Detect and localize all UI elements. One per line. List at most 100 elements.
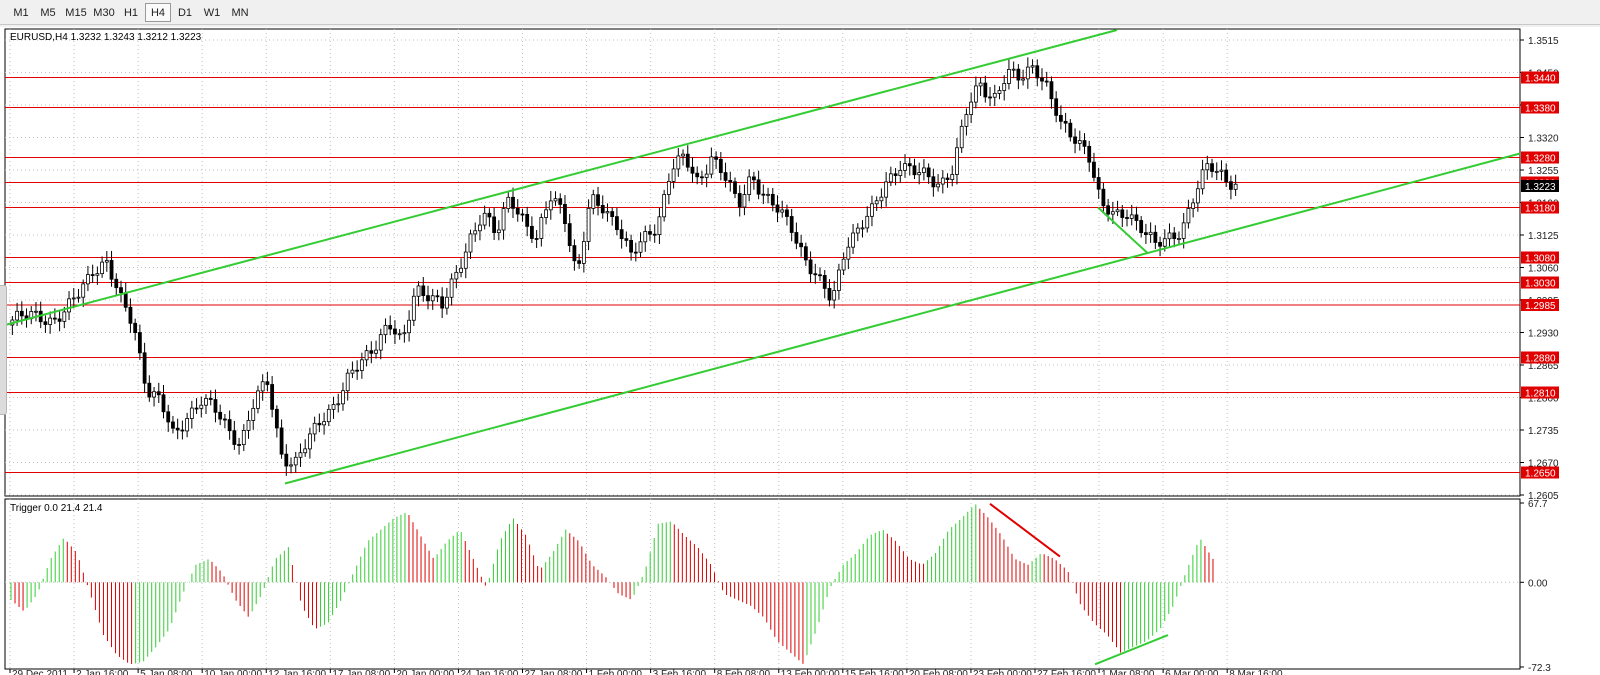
divergence-line[interactable]	[989, 503, 1061, 558]
candle-body	[312, 422, 317, 435]
price-tick-label: 1.3515	[1528, 36, 1559, 47]
candle-body	[90, 274, 95, 276]
candle-body	[449, 278, 454, 298]
candle-body	[213, 399, 218, 413]
price-tick-label: 1.3060	[1528, 264, 1559, 275]
timeframe-m5[interactable]: M5	[40, 7, 56, 19]
candle-body	[865, 215, 870, 229]
time-label: 3 Feb 16:00	[653, 669, 707, 675]
candle-body	[326, 408, 331, 423]
symbol-info: EURUSD,H4 1.3232 1.3243 1.3212 1.3223	[10, 32, 202, 43]
trend-line[interactable]	[284, 152, 1521, 485]
candle-body	[331, 404, 336, 410]
candle-body	[837, 269, 841, 291]
trend-line[interactable]	[4, 29, 1118, 326]
candle-body	[978, 82, 983, 87]
candle-body	[1110, 211, 1115, 215]
price-tick-label: 1.2930	[1528, 329, 1559, 340]
candle-body	[152, 391, 156, 398]
level-price-tag	[1521, 299, 1559, 311]
time-label: 8 Mar 16:00	[1229, 669, 1283, 675]
level-price-label: 1.3380	[1525, 104, 1556, 115]
chart-window[interactable]: 1.35151.34501.33851.33201.32551.31901.31…	[0, 27, 1600, 675]
candle-body	[378, 334, 383, 351]
candle-body	[638, 241, 643, 253]
candle-body	[903, 163, 907, 171]
grid	[5, 29, 1520, 669]
candle-body	[733, 181, 737, 194]
candle-body	[468, 233, 473, 253]
candle-body	[1210, 163, 1214, 172]
candle-body	[71, 297, 76, 300]
candle-body	[270, 384, 275, 410]
trend-line[interactable]	[1097, 206, 1149, 255]
candle-body	[936, 183, 940, 188]
timeframe-mn[interactable]: MN	[231, 7, 249, 19]
price-tick-label: 1.2605	[1528, 491, 1559, 502]
candle-body	[1073, 136, 1077, 144]
candle-body	[969, 101, 974, 115]
candle-body	[1115, 209, 1120, 213]
candle-body	[1077, 140, 1082, 144]
candle-body	[1177, 238, 1181, 240]
level-price-tag	[1521, 276, 1559, 289]
timeframe-w1[interactable]: W1	[203, 7, 221, 19]
time-label: 5 Jan 08:00	[140, 669, 193, 675]
candle-body	[525, 213, 530, 227]
candle-body	[62, 311, 67, 322]
candle-body	[1195, 188, 1200, 204]
candle-body	[1186, 208, 1191, 224]
candle-body	[1025, 66, 1030, 80]
candle-body	[345, 372, 350, 392]
trend-lines	[4, 29, 1521, 666]
candle-body	[19, 310, 24, 317]
candle-body	[544, 209, 548, 218]
main-chart-area[interactable]	[4, 28, 1521, 497]
candle-body	[473, 230, 478, 235]
candle-body	[1162, 238, 1167, 247]
timeframe-m30[interactable]: M30	[93, 7, 115, 19]
timeframe-h4[interactable]: H4	[145, 3, 171, 22]
candle-body	[426, 295, 430, 302]
timeframe-m1[interactable]: M1	[13, 7, 29, 19]
candle-body	[643, 231, 648, 243]
candle-body	[633, 251, 638, 254]
current-price-label: 1.3223	[1525, 182, 1556, 193]
level-price-tag	[1521, 101, 1559, 114]
candle-body	[430, 295, 435, 302]
candle-body	[955, 147, 959, 175]
candle-body	[161, 394, 166, 413]
candle-body	[459, 267, 463, 273]
candle-body	[435, 295, 440, 298]
timeframe-m15[interactable]: M15	[65, 7, 87, 19]
horizontal-levels	[5, 77, 1520, 473]
candle-body	[690, 166, 695, 174]
price-tick-label: 1.3125	[1528, 231, 1559, 242]
candle-body	[1144, 232, 1148, 235]
candle-body	[194, 407, 199, 410]
divergence-line[interactable]	[1094, 634, 1169, 666]
candle-body	[615, 216, 619, 231]
candle-body	[888, 173, 893, 183]
candle-body	[506, 196, 511, 209]
timeframe-d1[interactable]: D1	[177, 7, 193, 19]
price-tick-label: 1.2735	[1528, 426, 1559, 437]
candle-body	[917, 172, 922, 176]
candle-body	[600, 205, 605, 214]
candle-body	[832, 290, 837, 301]
candle-body	[572, 245, 577, 262]
panel-resize-handle[interactable]	[0, 285, 7, 415]
candle-body	[992, 93, 997, 98]
candle-body	[884, 181, 889, 198]
candle-body	[359, 359, 364, 371]
candle-body	[322, 421, 326, 426]
candle-body	[997, 90, 1002, 94]
price-chart[interactable]: 1.35151.34501.33851.33201.32551.31901.31…	[0, 27, 1600, 675]
time-axis: 29 Dec 2011 2 Jan 16:00 5 Jan 08:00 10 Jan …	[9, 669, 1283, 675]
timeframe-h1[interactable]: H1	[123, 7, 139, 19]
candle-body	[818, 274, 822, 277]
price-tick-label: 1.3320	[1528, 134, 1559, 145]
candle-body	[983, 82, 988, 98]
candle-body	[1148, 231, 1153, 235]
candle-body	[803, 246, 808, 261]
